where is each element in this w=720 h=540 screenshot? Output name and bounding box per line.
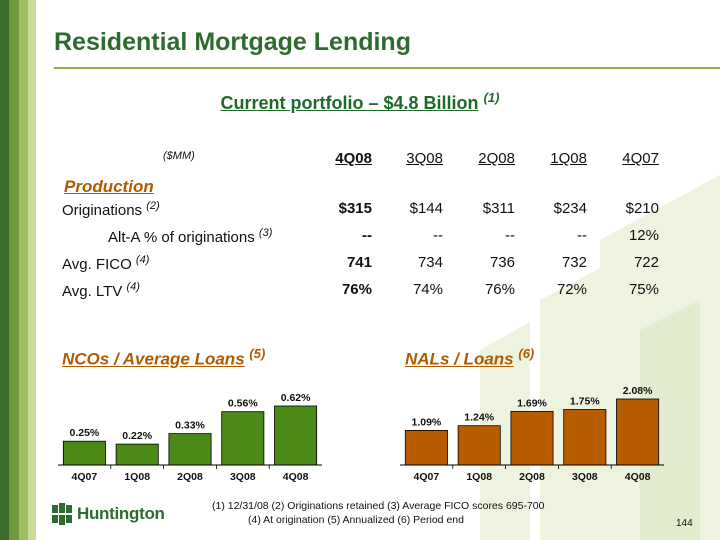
nal-bar-chart: 1.09% 4Q07 1.24% 1Q08 1.69% 2Q08 1.75% 3Q08 2.08… <box>400 385 664 483</box>
row-label-note: (4) <box>126 281 140 293</box>
units-label: ($MM) <box>163 150 195 162</box>
category-label: 4Q08 <box>283 471 309 483</box>
table-cell: 732 <box>561 254 587 271</box>
table-cell: 72% <box>556 281 587 298</box>
portfolio-subtitle: Current portfolio – $4.8 Billion (1) <box>0 90 720 114</box>
nco-chart-title: NCOs / Average Loans (5) <box>62 346 265 370</box>
nco-chart-title-note: (5) <box>249 346 266 361</box>
table-cell: 76% <box>341 281 372 298</box>
left-stripe-pale <box>28 0 36 540</box>
category-label: 4Q07 <box>414 471 440 483</box>
column-header: 4Q08 <box>335 150 372 167</box>
nco-chart-title-text: NCOs / Average Loans <box>62 349 245 369</box>
category-label: 2Q08 <box>519 471 545 483</box>
category-label: 2Q08 <box>177 471 203 483</box>
bar-4q07 <box>62 440 106 466</box>
nco-bar-chart: 0.25% 4Q07 0.22% 1Q08 0.33% 2Q08 0.56% 3Q08 0.62… <box>58 392 322 483</box>
footnote-line-2: (4) At origination (5) Annualized (6) Pe… <box>248 514 464 526</box>
production-table: ($MM) 4Q08 3Q08 2Q08 1Q08 4Q07 Production Origi… <box>62 150 659 300</box>
page-number: 144 <box>676 518 693 529</box>
table-cell: 722 <box>633 254 659 271</box>
column-header: 1Q08 <box>550 150 587 167</box>
footnote-line-1: (1) 12/31/08 (2) Originations retained (… <box>212 500 545 512</box>
table-cell: 12% <box>628 227 659 244</box>
row-label-text: Avg. FICO <box>62 256 132 273</box>
bar-4q08 <box>274 405 318 466</box>
bar-1q08 <box>457 425 501 466</box>
row-label-note: (3) <box>258 227 273 239</box>
category-label: 4Q07 <box>72 471 98 483</box>
table-cell: 76% <box>484 281 515 298</box>
title-divider <box>54 67 720 69</box>
huntington-logo-icon <box>52 503 72 525</box>
data-label: 0.25% <box>70 427 100 439</box>
row-label-text: Originations <box>62 202 143 219</box>
row-label-text: Alt-A % of originations <box>108 229 255 246</box>
row-label-note: (2) <box>146 200 160 212</box>
table-cell: $210 <box>625 200 659 217</box>
table-cell: -- <box>362 227 372 244</box>
row-label: Alt-A % of originations (3) <box>108 227 272 246</box>
bar-3q08 <box>563 409 607 466</box>
left-stripe-mid <box>9 0 19 540</box>
bar-4q07 <box>404 430 448 466</box>
column-header: 2Q08 <box>478 150 515 167</box>
table-cell: 75% <box>628 281 659 298</box>
table-cell: 736 <box>489 254 515 271</box>
data-label: 0.62% <box>281 392 311 404</box>
table-cell: $315 <box>338 200 372 217</box>
table-cell: $311 <box>482 200 515 217</box>
data-label: 1.24% <box>464 412 494 424</box>
row-label-text: Avg. LTV <box>62 283 123 300</box>
table-cell: -- <box>577 227 587 244</box>
table-cell: 734 <box>417 254 443 271</box>
column-header: 4Q07 <box>622 150 659 167</box>
table-cell: 741 <box>346 254 372 271</box>
category-label: 3Q08 <box>230 471 256 483</box>
data-label: 0.56% <box>228 398 258 410</box>
data-label: 1.75% <box>570 396 600 408</box>
data-label: 1.09% <box>412 416 442 428</box>
column-header: 3Q08 <box>406 150 443 167</box>
data-label: 1.69% <box>517 397 547 409</box>
data-label: 0.22% <box>122 430 152 442</box>
row-label-note: (4) <box>135 254 150 266</box>
brand-name: Huntington <box>77 504 165 523</box>
category-label: 1Q08 <box>124 471 150 483</box>
data-label: 2.08% <box>623 385 653 397</box>
table-cell: -- <box>505 227 515 244</box>
table-cell: $234 <box>553 200 587 217</box>
subtitle-text: Current portfolio – $4.8 Billion <box>220 93 479 113</box>
bar-3q08 <box>221 411 265 466</box>
nal-chart-title-text: NALs / Loans <box>405 349 514 369</box>
table-cell: -- <box>433 227 443 244</box>
nal-chart-title-note: (6) <box>518 346 535 361</box>
row-label: Avg. FICO (4) <box>62 254 149 273</box>
subtitle-note: (1) <box>483 90 500 105</box>
category-label: 3Q08 <box>572 471 598 483</box>
nal-chart-title: NALs / Loans (6) <box>405 346 534 370</box>
huntington-logo: Huntington <box>52 502 165 526</box>
category-label: 4Q08 <box>625 471 651 483</box>
bar-4q08 <box>616 398 660 466</box>
data-label: 0.33% <box>175 420 205 432</box>
bar-2q08 <box>168 433 212 466</box>
row-label: Avg. LTV (4) <box>62 281 140 300</box>
page-title: Residential Mortgage Lending <box>54 28 411 56</box>
category-label: 1Q08 <box>466 471 492 483</box>
left-stripe-light <box>19 0 28 540</box>
row-label: Originations (2) <box>62 200 160 219</box>
bar-2q08 <box>510 411 554 466</box>
bar-1q08 <box>115 443 159 466</box>
left-stripe-dark <box>0 0 9 540</box>
table-cell: $144 <box>409 200 443 217</box>
table-cell: 74% <box>412 281 443 298</box>
production-section-label: Production <box>64 177 154 196</box>
